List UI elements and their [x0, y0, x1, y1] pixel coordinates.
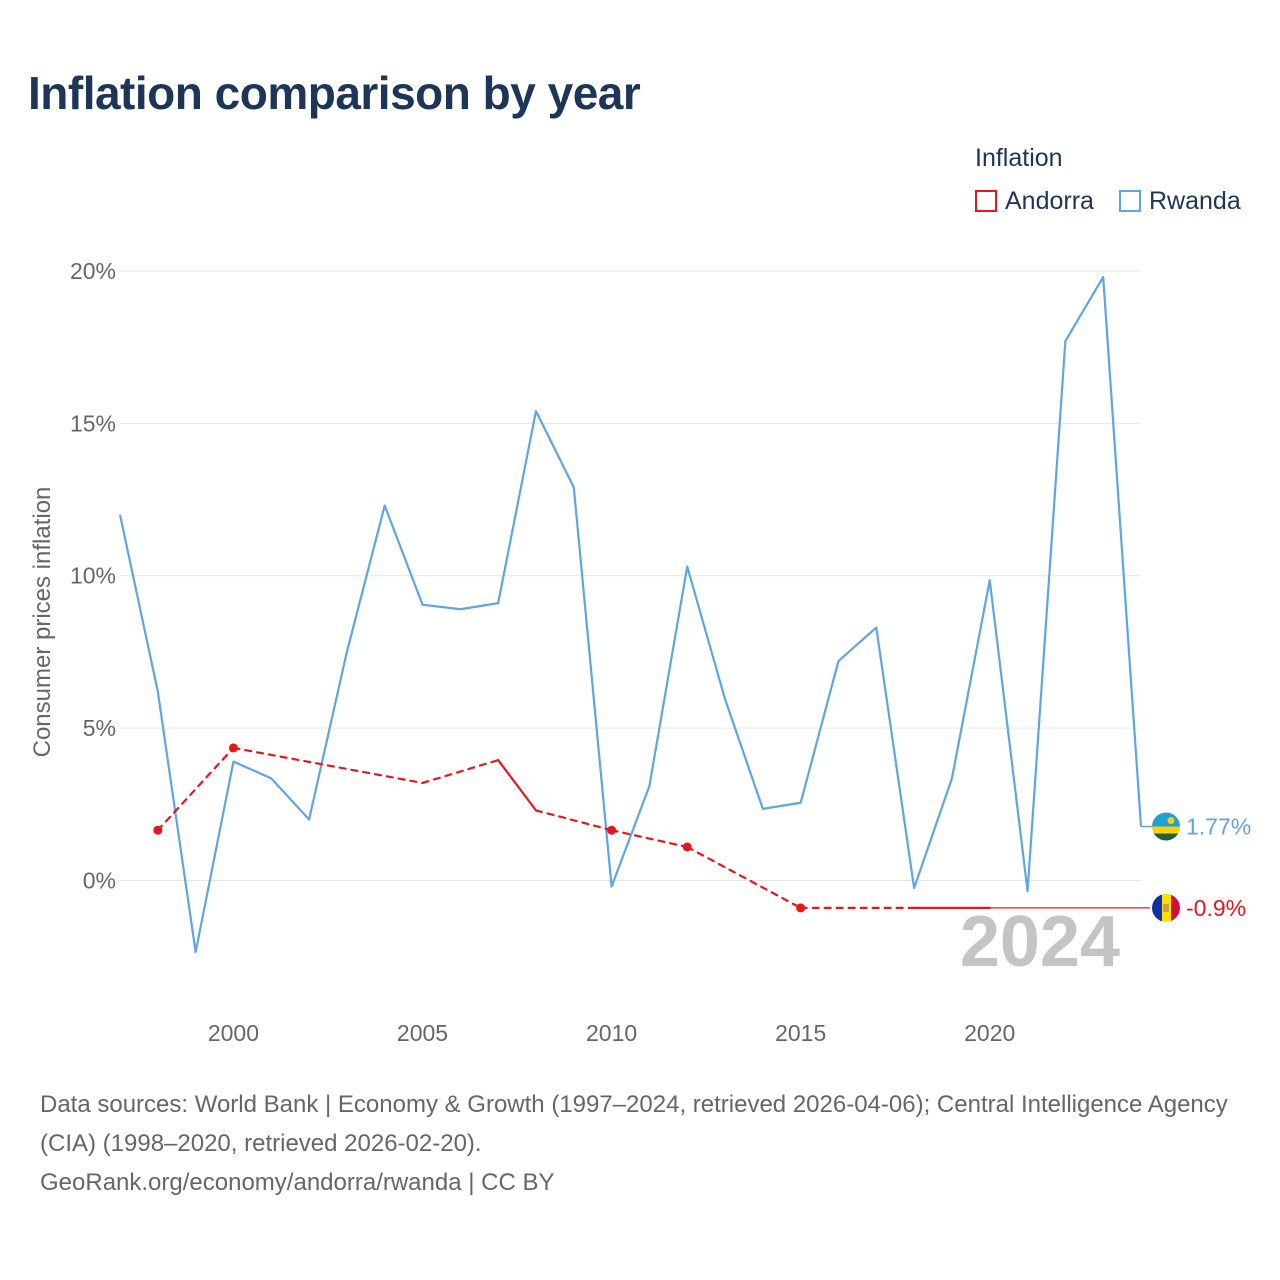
- rwanda-end-label: 1.77%: [1186, 814, 1251, 840]
- x-tick-label: 2000: [208, 1020, 259, 1046]
- andorra-data-point: [607, 825, 617, 835]
- legend-title: Inflation: [975, 144, 1063, 172]
- y-tick-label: 0%: [83, 867, 116, 893]
- andorra-flag-icon: [1152, 893, 1180, 922]
- andorra-flag-coat: [1163, 903, 1169, 912]
- legend-item-rwanda[interactable]: Rwanda: [1119, 186, 1241, 216]
- legend-swatch-andorra: [975, 190, 997, 212]
- andorra-data-point: [153, 825, 163, 835]
- andorra-series-segment: [421, 758, 500, 785]
- andorra-flag-red: [1171, 893, 1180, 922]
- andorra-flag-body: [1152, 893, 1180, 922]
- andorra-data-point: [228, 743, 238, 753]
- x-tick-label: 2010: [586, 1020, 637, 1046]
- rwanda-flag-sun: [1167, 817, 1175, 825]
- andorra-data-point: [796, 903, 806, 913]
- rwanda-flag-body: [1152, 812, 1180, 841]
- andorra-series-segment: [686, 845, 802, 910]
- y-tick-label: 10%: [70, 563, 116, 589]
- y-tick-label: 15%: [70, 410, 116, 436]
- source-link[interactable]: GeoRank.org/economy/andorra/rwanda | CC …: [40, 1169, 555, 1196]
- legend-label-andorra: Andorra: [1005, 186, 1094, 215]
- andorra-end-label: -0.9%: [1186, 895, 1246, 921]
- y-tick-label: 20%: [70, 258, 116, 284]
- andorra-flag-blue: [1152, 893, 1162, 922]
- rwanda-flag-green: [1152, 833, 1180, 841]
- legend-swatch-rwanda: [1119, 190, 1141, 212]
- andorra-series-segment: [156, 746, 235, 832]
- legend-item-andorra[interactable]: Andorra: [975, 186, 1094, 216]
- x-tick-label: 2015: [775, 1020, 826, 1046]
- rwanda-flag-blue: [1152, 812, 1180, 827]
- legend-label-rwanda: Rwanda: [1149, 186, 1241, 215]
- rwanda-flag-yellow: [1152, 826, 1180, 834]
- andorra-series-segment: [610, 829, 689, 849]
- chart-title: Inflation comparison by year: [28, 67, 641, 119]
- year-watermark: 2024: [960, 902, 1120, 982]
- andorra-series-segment: [232, 746, 424, 785]
- andorra-series-segment: [534, 809, 613, 832]
- line-chart: 0% 5% 10% 15% 20% 2000 2005 2010 2015 2020 Consume…: [29, 258, 1251, 1046]
- footer: Data sources: World Bank | Economy & Gro…: [40, 1085, 1250, 1202]
- y-axis-title: Consumer prices inflation: [29, 487, 56, 758]
- y-tick-label: 5%: [83, 715, 116, 741]
- x-tick-label: 2020: [964, 1020, 1015, 1046]
- andorra-series-segment: [497, 758, 538, 812]
- rwanda-flag-icon: [1152, 812, 1180, 841]
- x-tick-label: 2005: [397, 1020, 448, 1046]
- data-sources-text: Data sources: World Bank | Economy & Gro…: [40, 1091, 1228, 1157]
- andorra-data-point: [682, 842, 692, 852]
- rwanda-series-line: [118, 275, 1143, 954]
